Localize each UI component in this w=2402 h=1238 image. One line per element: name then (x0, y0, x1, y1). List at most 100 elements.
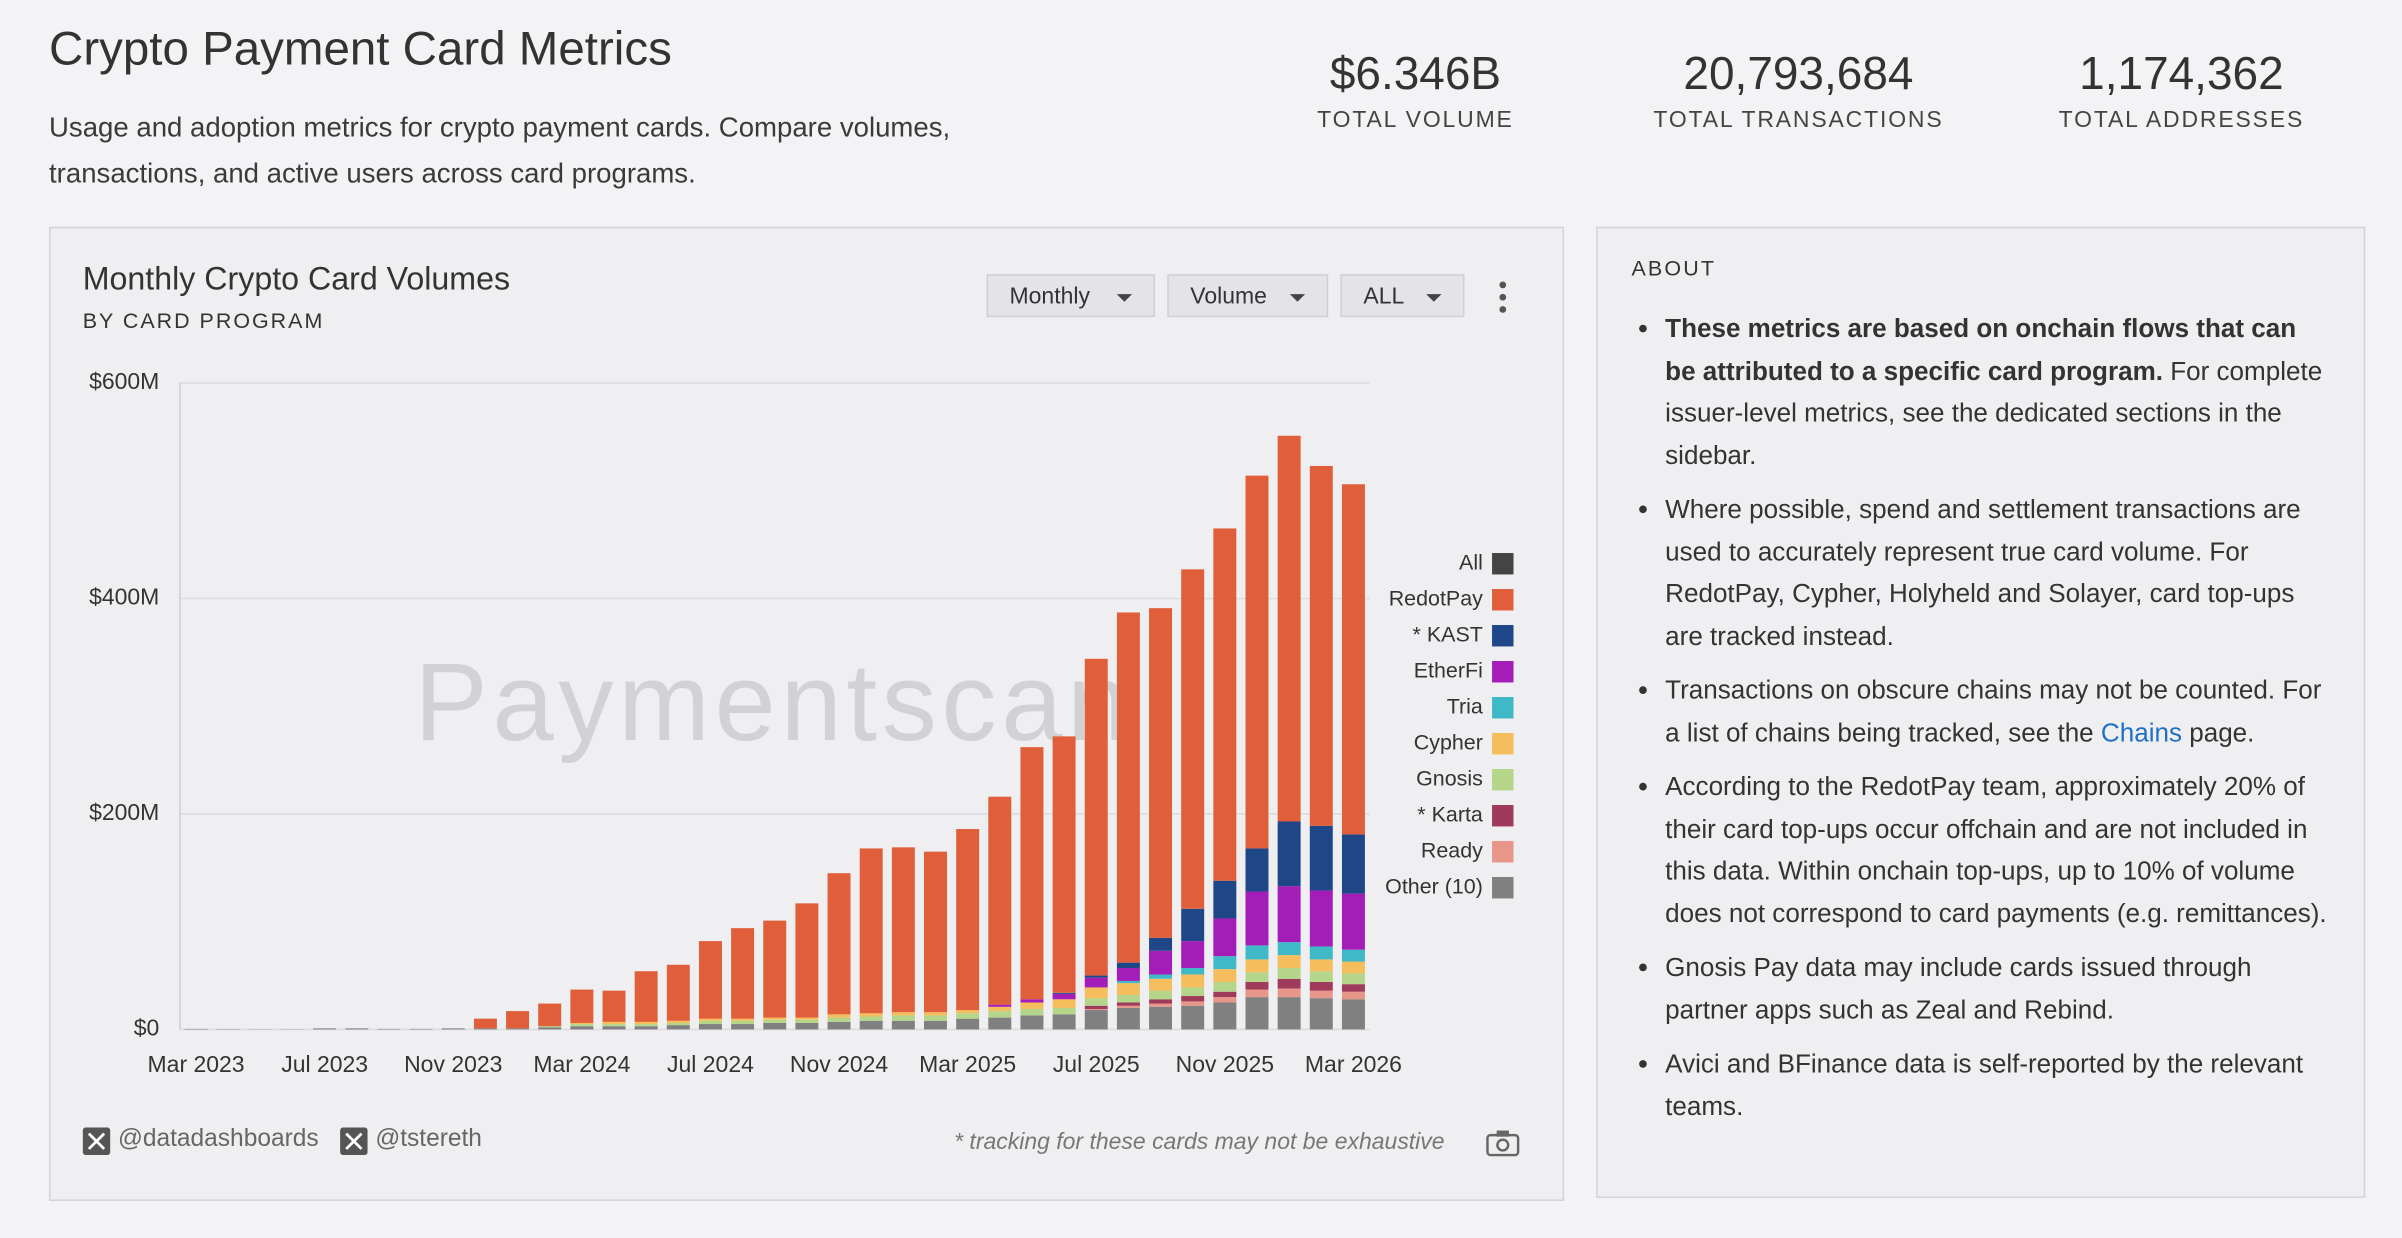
bar-segment (1277, 968, 1301, 979)
bar-segment (441, 1028, 465, 1030)
bar-segment (1277, 435, 1301, 822)
legend-label: EtherFi (1414, 658, 1483, 682)
bar-segment (795, 1017, 819, 1020)
bar-segment (1309, 825, 1333, 891)
bar-segment (538, 1003, 562, 1027)
bar-segment (1084, 987, 1108, 999)
x-logo (340, 1127, 368, 1156)
bar-segment (1116, 962, 1140, 969)
bar-segment (634, 1024, 658, 1027)
bar-segment (666, 1020, 690, 1023)
bar-segment (1181, 996, 1205, 1002)
bar-segment (184, 1028, 208, 1030)
bar-segment (1181, 968, 1205, 975)
menu-button[interactable] (1492, 279, 1513, 316)
bar-segment (795, 1022, 819, 1030)
bar-segment (1149, 978, 1173, 991)
bar-segment (602, 990, 626, 1022)
dropdown[interactable]: Volume (1167, 274, 1329, 318)
about-text: Where possible, spend and settlement tra… (1665, 494, 2301, 651)
legend-swatch (1492, 733, 1514, 755)
bar-segment (570, 1022, 594, 1025)
bar-segment (1309, 971, 1333, 983)
bar-segment (1149, 990, 1173, 1000)
x-tick-label: Nov 2024 (790, 1051, 889, 1077)
bar-segment (1052, 992, 1076, 994)
bar-segment (827, 1021, 851, 1030)
stat-value: $6.346B (1329, 49, 1502, 100)
x-tick-label: Mar 2026 (1305, 1051, 1402, 1077)
dropdown[interactable]: ALL (1340, 274, 1465, 318)
y-tick-label: $200M (89, 799, 159, 825)
bar-segment (1181, 941, 1205, 969)
bar-segment (506, 1011, 530, 1029)
bar-segment (891, 1020, 915, 1030)
y-tick-label: $400M (89, 584, 159, 610)
bar-segment (1341, 834, 1365, 894)
bar-segment (698, 1020, 722, 1025)
bar-segment (1309, 982, 1333, 991)
bar-segment (891, 847, 915, 1013)
bar-segment (1116, 983, 1140, 995)
stat: 20,793,684 TOTAL TRANSACTIONS (1630, 49, 1967, 133)
about-text: page. (2181, 717, 2255, 747)
x-tick-label: Jul 2025 (1053, 1051, 1140, 1077)
about-text: Gnosis Pay data may include cards issued… (1665, 952, 2252, 1025)
stat-label: TOTAL ADDRESSES (2058, 107, 2305, 134)
bar-segment (634, 1021, 658, 1025)
bar-segment (1213, 528, 1237, 881)
bar-segment (473, 1018, 497, 1029)
bar-segment (1116, 1007, 1140, 1030)
bar-segment (1245, 982, 1269, 990)
bar-segment (506, 1028, 530, 1030)
bar-segment (1277, 886, 1301, 943)
bar-segment (1277, 821, 1301, 887)
bar-segment (859, 1020, 883, 1030)
bar-segment (570, 1026, 594, 1030)
bar-segment (602, 1026, 626, 1030)
chart: Paymentscan $0 $200M $400M $600M Mar 2023 Jul… (89, 368, 1514, 1077)
bar-segment (1149, 1006, 1173, 1030)
bar-segment (698, 1024, 722, 1030)
bar-segment (763, 1019, 787, 1023)
stat-label: TOTAL VOLUME (1317, 107, 1514, 134)
legend-label: RedotPay (1389, 586, 1483, 610)
about-item: Gnosis Pay data may include cards issued… (1665, 947, 2333, 1031)
bar-segment (1213, 880, 1237, 919)
bar-segment (1341, 949, 1365, 962)
x-tick-label: Nov 2025 (1176, 1051, 1274, 1077)
legend-label: Gnosis (1416, 766, 1483, 790)
about-item: Avici and BFinance data is self-reported… (1665, 1043, 2333, 1127)
bar-segment (1181, 569, 1205, 909)
chart-title: Monthly Crypto Card Volumes (82, 261, 511, 298)
handle-link[interactable]: @tstereth (375, 1125, 482, 1152)
y-tick-label: $600M (89, 368, 159, 394)
bar-segment (827, 873, 851, 1015)
bar-segment (570, 1024, 594, 1027)
bar-segment (827, 1017, 851, 1022)
handle-link[interactable]: @datadashboards (117, 1125, 319, 1152)
y-tick-label: $0 (134, 1014, 160, 1040)
legend-swatch (1492, 877, 1514, 899)
bar-segment (1341, 991, 1365, 1000)
legend-swatch (1492, 841, 1514, 863)
bar-segment (1213, 1002, 1237, 1030)
link[interactable]: Chains (2100, 717, 2182, 747)
bar-segment (1020, 1015, 1044, 1030)
bar-segment (988, 1011, 1012, 1018)
bar-segment (1116, 612, 1140, 963)
bar-segment (602, 1021, 626, 1025)
bar-segment (1277, 942, 1301, 956)
camera-button[interactable] (1486, 1129, 1520, 1157)
bar-segment (313, 1028, 337, 1030)
bar-segment (956, 1010, 980, 1014)
bar-segment (634, 1026, 658, 1030)
dropdown[interactable]: Monthly (986, 274, 1156, 318)
legend-label: * KAST (1413, 622, 1483, 646)
bar-segment (1341, 973, 1365, 985)
bar-segment (1341, 999, 1365, 1030)
stat-label: TOTAL TRANSACTIONS (1653, 107, 1944, 134)
legend-swatch (1492, 769, 1514, 791)
bar-segment (763, 1017, 787, 1020)
bar-segment (1213, 997, 1237, 1003)
